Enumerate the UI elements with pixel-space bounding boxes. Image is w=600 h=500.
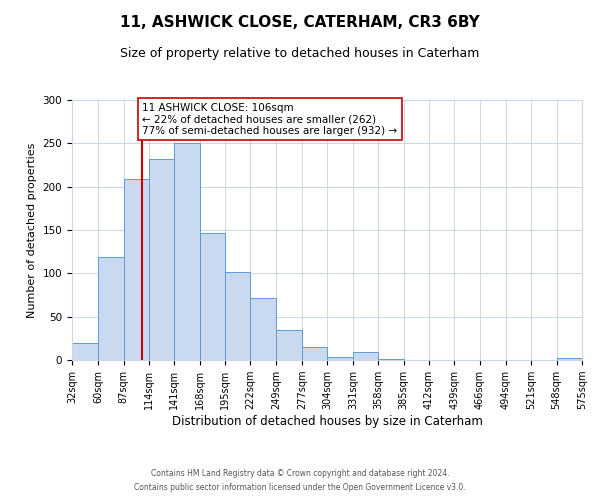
Bar (328, 358, 353, 360)
Bar (353, 352, 378, 360)
Text: Contains public sector information licensed under the Open Government Licence v3: Contains public sector information licen… (134, 484, 466, 492)
Bar (72, 342, 98, 360)
Bar (200, 232, 225, 360)
Bar (225, 272, 250, 360)
Bar (250, 298, 276, 360)
Bar (557, 358, 582, 360)
Text: Contains HM Land Registry data © Crown copyright and database right 2024.: Contains HM Land Registry data © Crown c… (151, 468, 449, 477)
Bar (124, 179, 149, 360)
Text: Size of property relative to detached houses in Caterham: Size of property relative to detached ho… (121, 48, 479, 60)
Bar (276, 330, 302, 360)
Text: 11 ASHWICK CLOSE: 106sqm
← 22% of detached houses are smaller (262)
77% of semi-: 11 ASHWICK CLOSE: 106sqm ← 22% of detach… (142, 102, 398, 136)
Bar (378, 359, 404, 360)
Bar (302, 347, 328, 360)
Bar (98, 257, 124, 360)
Y-axis label: Number of detached properties: Number of detached properties (27, 142, 37, 318)
Text: 11, ASHWICK CLOSE, CATERHAM, CR3 6BY: 11, ASHWICK CLOSE, CATERHAM, CR3 6BY (120, 15, 480, 30)
Bar (175, 144, 200, 360)
Bar (149, 159, 175, 360)
X-axis label: Distribution of detached houses by size in Caterham: Distribution of detached houses by size … (172, 415, 482, 428)
